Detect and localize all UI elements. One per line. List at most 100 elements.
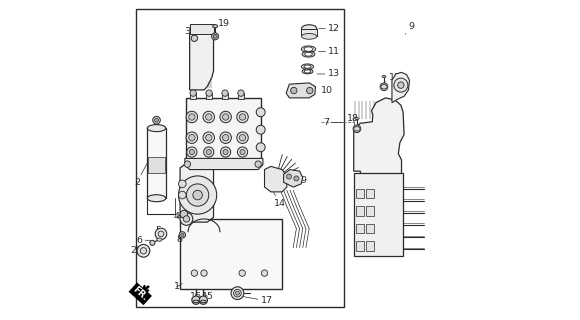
Ellipse shape bbox=[304, 65, 311, 68]
Circle shape bbox=[256, 143, 265, 152]
Circle shape bbox=[291, 87, 297, 94]
Text: 7: 7 bbox=[324, 118, 343, 127]
Polygon shape bbox=[286, 83, 316, 98]
Bar bbox=[366, 224, 374, 233]
Circle shape bbox=[294, 176, 299, 181]
Text: 1: 1 bbox=[173, 282, 182, 291]
Circle shape bbox=[256, 125, 265, 134]
Circle shape bbox=[150, 240, 155, 245]
Ellipse shape bbox=[201, 300, 206, 303]
Bar bbox=[190, 93, 196, 99]
Circle shape bbox=[256, 108, 265, 117]
Ellipse shape bbox=[147, 195, 166, 202]
Bar bbox=[356, 189, 364, 198]
Circle shape bbox=[240, 114, 246, 120]
Circle shape bbox=[240, 149, 245, 155]
Bar bbox=[354, 173, 403, 256]
Bar bbox=[148, 157, 165, 173]
Bar bbox=[238, 93, 244, 99]
Circle shape bbox=[158, 231, 164, 237]
Circle shape bbox=[201, 270, 207, 276]
Text: 9: 9 bbox=[405, 22, 415, 34]
Ellipse shape bbox=[193, 300, 199, 303]
Bar bbox=[180, 219, 282, 289]
Text: 15: 15 bbox=[201, 292, 213, 301]
Circle shape bbox=[153, 116, 160, 124]
Circle shape bbox=[238, 90, 244, 96]
Bar bbox=[356, 224, 364, 233]
Text: 17: 17 bbox=[237, 295, 273, 305]
Text: 18: 18 bbox=[347, 114, 360, 125]
Text: 18: 18 bbox=[386, 73, 401, 82]
Polygon shape bbox=[284, 170, 303, 187]
Circle shape bbox=[203, 111, 215, 123]
Circle shape bbox=[223, 134, 229, 141]
Circle shape bbox=[398, 82, 404, 88]
Ellipse shape bbox=[302, 34, 317, 39]
Circle shape bbox=[255, 161, 262, 167]
Text: 10: 10 bbox=[321, 86, 334, 95]
Circle shape bbox=[223, 149, 228, 155]
Polygon shape bbox=[264, 166, 287, 192]
Circle shape bbox=[380, 83, 388, 91]
Circle shape bbox=[192, 296, 200, 304]
Circle shape bbox=[183, 216, 190, 222]
Bar bbox=[302, 29, 317, 36]
Circle shape bbox=[231, 287, 244, 300]
Circle shape bbox=[287, 174, 292, 179]
Circle shape bbox=[220, 111, 231, 123]
Circle shape bbox=[206, 90, 212, 96]
Ellipse shape bbox=[302, 64, 314, 69]
Circle shape bbox=[213, 35, 217, 38]
Circle shape bbox=[204, 147, 214, 157]
Circle shape bbox=[179, 180, 186, 188]
Circle shape bbox=[262, 270, 268, 276]
Circle shape bbox=[240, 134, 246, 141]
Circle shape bbox=[237, 132, 248, 143]
Circle shape bbox=[199, 296, 208, 304]
Circle shape bbox=[220, 147, 231, 157]
Circle shape bbox=[187, 147, 197, 157]
Circle shape bbox=[220, 132, 231, 143]
Circle shape bbox=[188, 114, 195, 120]
Circle shape bbox=[186, 184, 209, 206]
Text: 20: 20 bbox=[130, 246, 143, 255]
Ellipse shape bbox=[302, 51, 315, 57]
Circle shape bbox=[191, 35, 198, 42]
Text: 5: 5 bbox=[155, 226, 161, 235]
Circle shape bbox=[188, 134, 195, 141]
Ellipse shape bbox=[304, 52, 312, 56]
Ellipse shape bbox=[213, 25, 218, 28]
Bar bbox=[206, 93, 212, 99]
Circle shape bbox=[237, 111, 248, 123]
Polygon shape bbox=[180, 163, 213, 222]
Circle shape bbox=[180, 210, 188, 218]
Polygon shape bbox=[392, 72, 409, 103]
Bar bbox=[366, 241, 374, 251]
Ellipse shape bbox=[147, 124, 166, 132]
Text: 8: 8 bbox=[176, 235, 182, 244]
Text: 16: 16 bbox=[190, 292, 202, 301]
Circle shape bbox=[353, 125, 361, 132]
Circle shape bbox=[222, 90, 228, 96]
Ellipse shape bbox=[304, 47, 313, 51]
Circle shape bbox=[239, 270, 245, 276]
Circle shape bbox=[205, 134, 212, 141]
Circle shape bbox=[179, 232, 186, 238]
Text: 19: 19 bbox=[212, 19, 230, 29]
Text: 19: 19 bbox=[291, 176, 308, 185]
Circle shape bbox=[140, 248, 147, 254]
Ellipse shape bbox=[382, 76, 386, 77]
Bar bbox=[136, 9, 345, 307]
Circle shape bbox=[189, 149, 194, 155]
Circle shape bbox=[155, 118, 158, 122]
Circle shape bbox=[179, 176, 217, 214]
Circle shape bbox=[180, 212, 193, 225]
Text: 13: 13 bbox=[317, 69, 340, 78]
Circle shape bbox=[193, 190, 202, 200]
Text: 6: 6 bbox=[136, 236, 150, 245]
Text: 3: 3 bbox=[184, 28, 194, 36]
Circle shape bbox=[307, 87, 313, 94]
Circle shape bbox=[203, 132, 215, 143]
Circle shape bbox=[137, 244, 150, 257]
